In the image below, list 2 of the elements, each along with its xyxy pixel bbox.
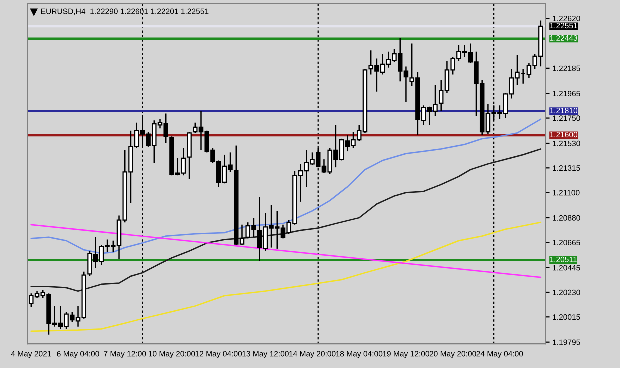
line-series	[30, 148, 542, 292]
line-series	[30, 222, 542, 332]
